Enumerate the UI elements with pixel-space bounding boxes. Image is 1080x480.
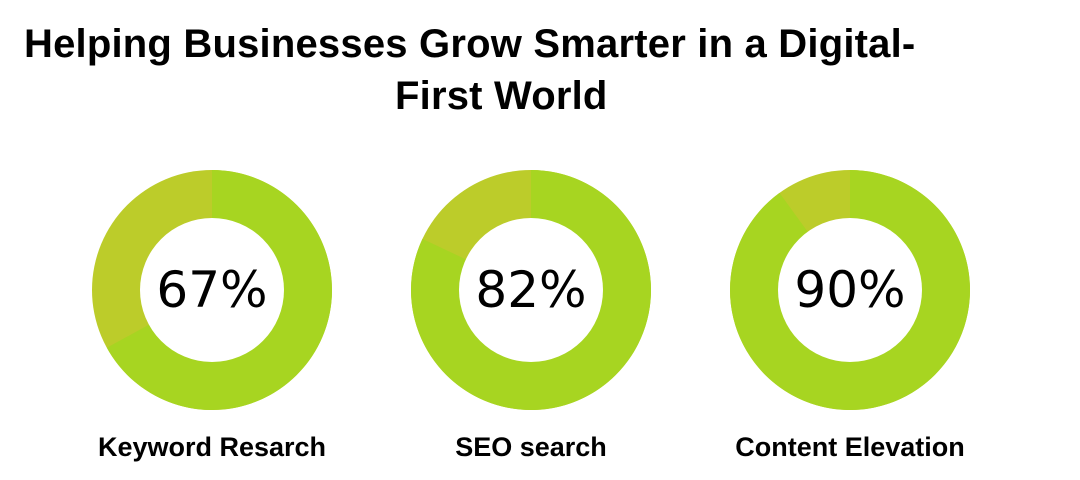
- donut-chart-keyword-research: 67%: [92, 170, 332, 410]
- page-title: Helping Businesses Grow Smarter in a Dig…: [0, 18, 1030, 122]
- donut-percent-label: 67%: [156, 261, 268, 319]
- title-line-2: First World: [395, 74, 608, 118]
- donut-hole: [459, 218, 603, 362]
- donut-chart-content-elevation: 90%: [730, 170, 970, 410]
- donut-label-keyword-research: Keyword Resarch: [97, 432, 327, 462]
- donut-label-content-elevation: Content Elevation: [735, 432, 965, 462]
- donut-arc-primary: [411, 170, 651, 410]
- donut-svg: [730, 170, 970, 410]
- donut-hole: [778, 218, 922, 362]
- donut-hole: [140, 218, 284, 362]
- donut-chart-seo-search: 82%: [411, 170, 651, 410]
- donut-percent-label: 82%: [475, 261, 587, 319]
- donut-label-seo-search: SEO search: [455, 432, 607, 462]
- donut-percent-label: 90%: [794, 261, 906, 319]
- title-line-1: Helping Businesses Grow Smarter in a Dig…: [24, 22, 916, 66]
- donut-svg: [411, 170, 651, 410]
- donut-svg: [92, 170, 332, 410]
